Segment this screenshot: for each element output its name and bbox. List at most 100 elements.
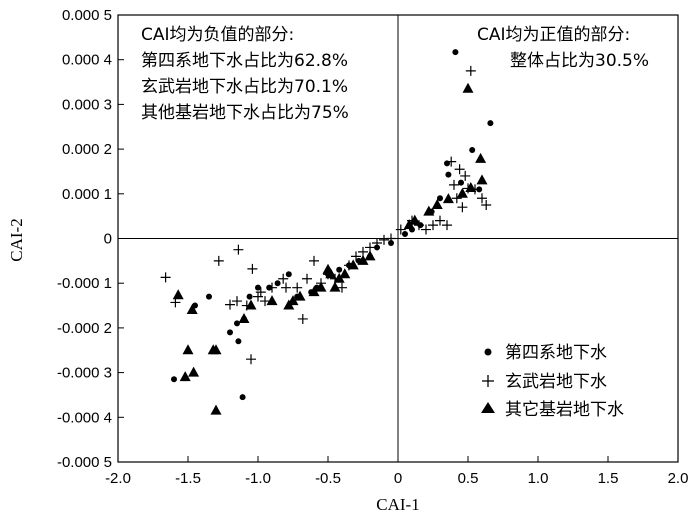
data-point-plus — [267, 282, 277, 293]
data-point-circle — [246, 293, 253, 300]
data-point-triangle — [465, 181, 477, 192]
data-point-plus — [253, 291, 263, 302]
data-point-plus — [278, 273, 289, 284]
data-point-circle — [234, 320, 240, 327]
data-point-circle — [285, 271, 292, 278]
data-point-triangle — [423, 205, 435, 216]
legend: 第四系地下水 玄武岩地下水 其它基岩地下水 — [481, 343, 624, 420]
data-point-plus — [292, 282, 303, 293]
legend-label-basalt: 玄武岩地下水 — [505, 372, 607, 392]
data-point-plus — [372, 237, 382, 248]
data-point-triangle — [431, 198, 443, 209]
data-point-plus — [255, 287, 266, 298]
data-point-triangle — [315, 281, 327, 292]
x-tick-label: -1.0 — [245, 470, 271, 487]
data-point-plus — [309, 255, 319, 266]
x-tick-label: 0.5 — [458, 470, 479, 487]
data-point-plus — [233, 244, 244, 255]
annotation-left-line-2: 第四系地下水占比为62.8% — [141, 51, 348, 71]
data-point-circle — [255, 284, 261, 291]
data-point-triangle — [322, 263, 334, 274]
data-point-triangle — [476, 174, 488, 185]
data-point-triangle — [283, 299, 295, 310]
data-point-plus — [414, 220, 424, 231]
y-tick-label: 0.000 3 — [62, 96, 112, 113]
data-point-triangle — [186, 304, 198, 315]
annotation-left-line-3: 玄武岩地下水占比为70.1% — [141, 77, 348, 97]
data-point-circle — [437, 195, 443, 202]
y-tick-label: -0.000 5 — [57, 454, 112, 471]
data-point-plus — [379, 234, 389, 245]
data-point-triangle — [347, 259, 359, 270]
data-point-triangle — [308, 286, 320, 297]
data-point-triangle — [442, 193, 454, 204]
legend-circle-marker — [484, 348, 492, 356]
data-point-circle — [458, 179, 464, 186]
data-point-triangle — [294, 290, 306, 301]
data-point-plus — [246, 354, 256, 365]
data-point-circle — [336, 266, 343, 273]
data-point-plus — [232, 296, 242, 307]
data-point-triangle — [357, 254, 369, 265]
y-tick-label: -0.000 1 — [57, 275, 112, 292]
data-point-triangle — [207, 344, 219, 355]
data-point-triangle — [210, 404, 222, 415]
data-point-circle — [445, 171, 452, 178]
y-tick-label: -0.000 3 — [57, 365, 112, 382]
annotation-right-line-2: 整体占比为30.5% — [510, 51, 649, 71]
data-point-plus — [260, 296, 270, 307]
data-point-triangle — [409, 214, 421, 225]
y-tick-label: 0.000 4 — [62, 52, 112, 69]
data-point-plus — [160, 272, 171, 283]
data-point-triangle — [456, 187, 468, 198]
data-point-circle — [239, 394, 246, 401]
data-point-triangle — [266, 295, 278, 306]
data-point-plus — [457, 202, 468, 213]
legend-label-quaternary: 第四系地下水 — [505, 343, 607, 363]
data-point-circle — [227, 329, 233, 336]
x-axis-label: CAI-1 — [376, 495, 419, 514]
data-point-plus — [386, 233, 396, 244]
y-tick-label: 0.000 5 — [62, 7, 112, 24]
data-point-plus — [395, 224, 406, 235]
data-point-plus — [421, 224, 431, 235]
plot-area: -2.0 -1.5 -1.0 -0.5 0 0.5 1.0 1.5 2.0 0.000 5 0.00… — [57, 7, 688, 487]
data-point-plus — [442, 220, 452, 231]
data-point-circle — [171, 376, 177, 383]
y-axis-label: CAI-2 — [7, 218, 26, 261]
legend-triangle-marker — [481, 402, 495, 413]
legend-plus-marker — [482, 375, 494, 387]
x-tick-label: 0 — [394, 470, 402, 487]
data-point-plus — [460, 170, 471, 181]
x-tick-label: -0.5 — [315, 470, 341, 487]
data-point-plus — [213, 255, 224, 266]
x-tick-label: -1.5 — [175, 470, 201, 487]
data-point-plus — [225, 299, 235, 310]
x-tick-label: -2.0 — [105, 470, 131, 487]
data-point-triangle — [329, 281, 341, 292]
data-point-circle — [235, 338, 242, 345]
annotation-left-line-4: 其他基岩地下水占比为75% — [141, 103, 349, 123]
data-point-triangle — [475, 152, 487, 163]
data-point-circle — [452, 49, 459, 56]
data-point-plus — [481, 199, 492, 210]
data-point-plus — [297, 313, 308, 324]
data-point-circle — [206, 293, 212, 300]
data-point-plus — [446, 156, 457, 167]
data-point-plus — [454, 164, 465, 175]
data-point-circle — [402, 231, 408, 238]
data-point-plus — [351, 251, 361, 262]
data-point-plus — [465, 65, 476, 76]
y-tick-label: 0.000 1 — [62, 186, 112, 203]
data-point-triangle — [188, 366, 200, 377]
data-point-plus — [247, 263, 258, 274]
data-point-plus — [281, 282, 291, 293]
annotation-right-line-1: CAI均为正值的部分: — [477, 25, 630, 45]
data-point-plus — [302, 273, 312, 284]
data-point-triangle — [238, 312, 250, 323]
data-point-triangle — [245, 299, 257, 310]
y-tick-label: -0.000 2 — [57, 320, 112, 337]
data-point-plus — [435, 215, 445, 226]
data-point-circle — [487, 120, 494, 127]
